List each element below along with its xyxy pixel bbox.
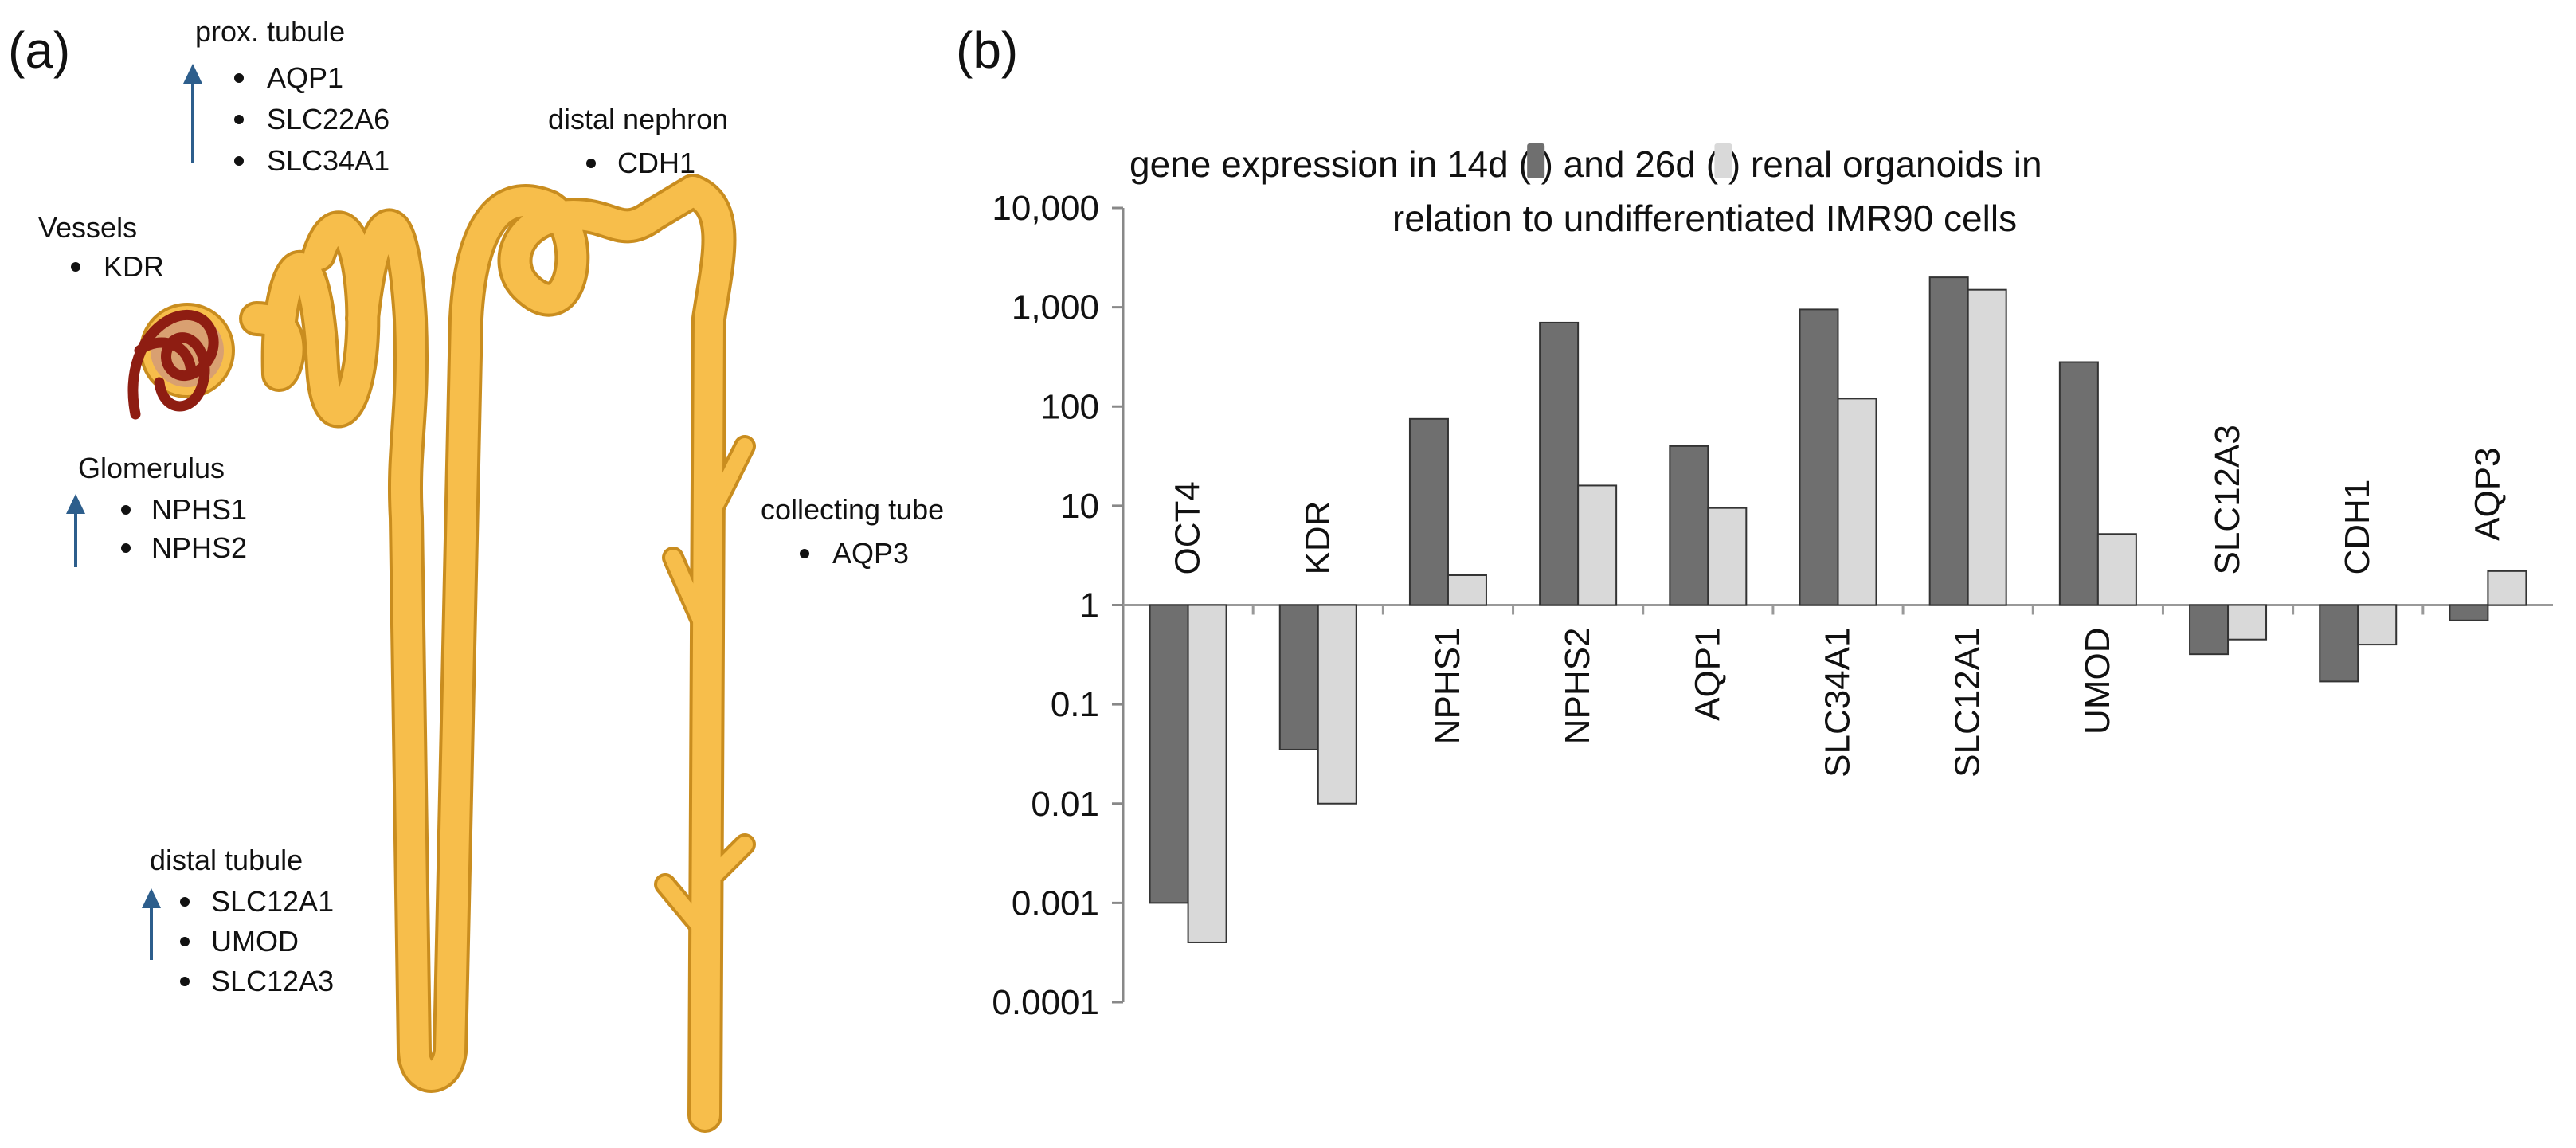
gene-label: SLC22A6 xyxy=(267,103,390,135)
y-tick-label: 0.01 xyxy=(1031,785,1099,824)
chart-title-line1: gene expression in 14d ( ) and 26d ( ) r… xyxy=(1129,143,2042,185)
bar-14d-nphs2 xyxy=(1539,321,1580,606)
category-label-aqp1: AQP1 xyxy=(1688,628,1727,721)
glomerulus-up-arrowhead xyxy=(66,494,85,514)
category-label-umod: UMOD xyxy=(2078,628,2117,735)
bar-14d-cdh1 xyxy=(2319,604,2359,683)
bullet-icon xyxy=(234,156,244,166)
bar-14d-slc34a1 xyxy=(1799,308,1839,606)
y-axis: 0.0001 0.001 0.01 0.1 1 10 100 1,000 10,000 xyxy=(992,189,2553,1022)
bar-26d-slc12a3 xyxy=(2227,604,2268,641)
annotation-collecting-tube: collecting tube AQP3 xyxy=(761,493,944,570)
chart-title-line2: relation to undifferentiated IMR90 cells xyxy=(1392,198,2017,239)
bar-14d-aqp3 xyxy=(2449,604,2489,621)
glomerular-capillaries xyxy=(127,309,219,420)
gene-label: NPHS2 xyxy=(151,531,247,564)
bullet-icon xyxy=(800,549,809,558)
annotation-title: Vessels xyxy=(38,211,137,244)
gene-label: AQP3 xyxy=(832,537,909,570)
category-label-oct4: OCT4 xyxy=(1169,481,1208,574)
bar-26d-aqp3 xyxy=(2487,570,2527,606)
panel-b-label: (b) xyxy=(956,22,1018,79)
bullet-icon xyxy=(180,897,190,907)
annotation-distal-nephron: distal nephron CDH1 xyxy=(548,103,728,179)
bar-26d-aqp1 xyxy=(1707,507,1748,606)
annotation-title: distal tubule xyxy=(150,844,303,876)
collecting-tube-branches xyxy=(657,438,753,940)
annotation-distal-tubule: distal tubule SLC12A1 UMOD SLC12A3 xyxy=(150,844,334,997)
gene-label: SLC34A1 xyxy=(267,144,390,177)
prox-tubule-up-arrowhead xyxy=(183,64,202,84)
y-tick-label: 1 xyxy=(1080,586,1099,625)
y-tick-label: 0.0001 xyxy=(992,983,1099,1022)
bar-14d-slc12a3 xyxy=(2189,604,2230,656)
panel-a-nephron-diagram: (a) prox. tubule AQP1 xyxy=(8,15,944,1133)
gene-label: AQP1 xyxy=(267,61,343,94)
y-tick-label: 10,000 xyxy=(992,189,1099,228)
bar-26d-oct4 xyxy=(1187,604,1227,943)
bar-series xyxy=(1149,276,2527,943)
category-label-slc12a3: SLC12A3 xyxy=(2208,425,2247,574)
category-label-slc12a1: SLC12A1 xyxy=(1948,628,1987,778)
upregulation-arrows xyxy=(66,64,202,960)
nephron-illustration xyxy=(127,174,756,1133)
category-label-kdr: KDR xyxy=(1298,501,1337,575)
bar-14d-slc12a1 xyxy=(1928,276,1969,606)
annotation-title: prox. tubule xyxy=(195,15,345,48)
bar-14d-aqp1 xyxy=(1669,445,1709,606)
bullet-icon xyxy=(121,505,131,515)
category-label-aqp3: AQP3 xyxy=(2468,447,2507,540)
bar-26d-nphs2 xyxy=(1577,484,1618,606)
category-label-slc34a1: SLC34A1 xyxy=(1818,628,1858,778)
distal-tubule-up-arrowhead xyxy=(142,888,161,908)
y-tick-label: 0.001 xyxy=(1012,884,1099,923)
annotation-glomerulus: Glomerulus NPHS1 NPHS2 xyxy=(78,452,247,564)
category-label-nphs1: NPHS1 xyxy=(1428,628,1467,745)
category-label-cdh1: CDH1 xyxy=(2338,480,2377,575)
panel-a-label: (a) xyxy=(8,22,70,79)
title-part-3: ) renal organoids in xyxy=(1728,143,2042,185)
gene-label: CDH1 xyxy=(617,147,695,179)
bullet-icon xyxy=(71,262,80,272)
bar-26d-slc34a1 xyxy=(1837,398,1877,606)
y-tick-label: 1,000 xyxy=(1012,288,1099,327)
panel-b-bar-chart: (b) gene expression in 14d ( ) and 26d (… xyxy=(956,22,2553,1022)
bar-14d-kdr xyxy=(1278,604,1319,750)
bar-26d-kdr xyxy=(1317,604,1357,805)
bullet-icon xyxy=(234,73,244,83)
annotation-vessels: Vessels KDR xyxy=(38,211,164,283)
proximal-tubule xyxy=(242,177,734,1130)
bar-26d-cdh1 xyxy=(2357,604,2398,646)
annotation-title: collecting tube xyxy=(761,493,944,526)
bullet-icon xyxy=(121,543,131,553)
bullet-icon xyxy=(180,977,190,986)
annotation-prox-tubule: prox. tubule AQP1 SLC22A6 SLC34A1 xyxy=(195,15,390,177)
annotation-title: Glomerulus xyxy=(78,452,225,484)
bullet-icon xyxy=(586,159,596,168)
bar-14d-oct4 xyxy=(1149,604,1189,904)
category-label-nphs2: NPHS2 xyxy=(1558,627,1597,744)
bullet-icon xyxy=(234,115,244,124)
y-tick-label: 0.1 xyxy=(1051,685,1099,724)
legend-swatch-26d xyxy=(1714,143,1732,178)
bar-14d-umod xyxy=(2058,361,2099,606)
bar-26d-nphs1 xyxy=(1447,574,1487,606)
gene-label: NPHS1 xyxy=(151,493,247,526)
bar-26d-umod xyxy=(2096,533,2137,606)
title-part-1: gene expression in 14d ( xyxy=(1129,143,1531,185)
annotation-title: distal nephron xyxy=(548,103,728,135)
bar-26d-slc12a1 xyxy=(1967,288,2007,606)
legend-swatch-14d xyxy=(1527,143,1545,178)
bar-14d-nphs1 xyxy=(1408,417,1449,606)
gene-label: KDR xyxy=(104,250,164,283)
gene-label: UMOD xyxy=(211,925,299,958)
y-tick-label: 100 xyxy=(1041,387,1099,426)
bullet-icon xyxy=(180,937,190,946)
title-part-2: ) and 26d ( xyxy=(1541,143,1719,185)
category-labels: OCT4 KDR NPHS1 NPHS2 AQP1 SLC34A1 SLC12A1 UMOD S… xyxy=(1169,425,2507,778)
gene-label: SLC12A1 xyxy=(211,885,334,918)
y-tick-label: 10 xyxy=(1060,487,1099,526)
gene-label: SLC12A3 xyxy=(211,965,334,997)
